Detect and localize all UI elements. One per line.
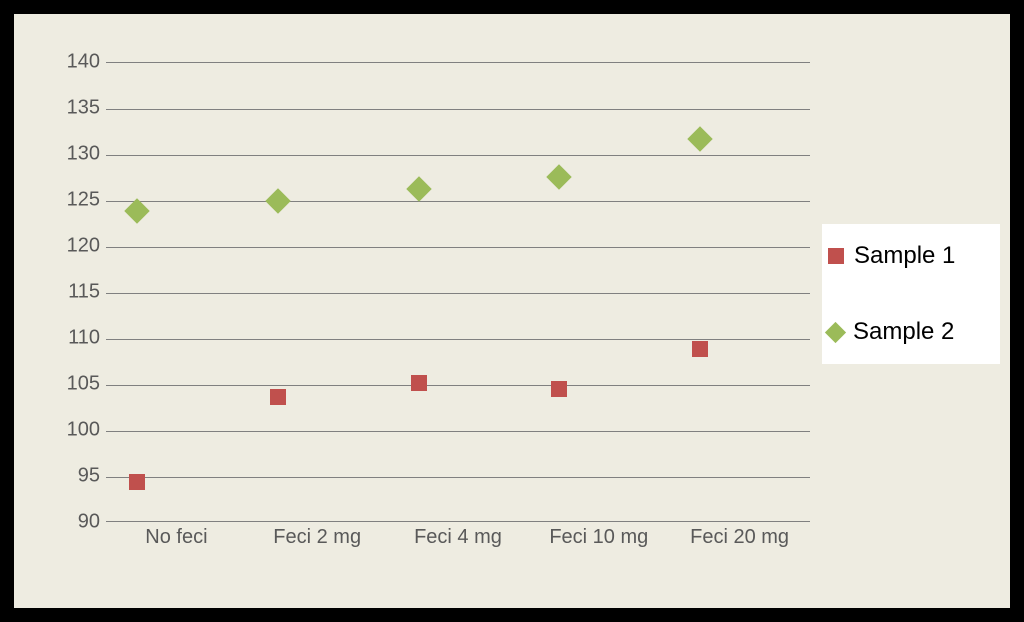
y-tick-label: 95 [40, 465, 100, 488]
x-tick-label: Feci 20 mg [690, 526, 789, 549]
square-marker [692, 341, 708, 357]
y-tick-label: 120 [40, 235, 100, 258]
y-tick-label: 90 [40, 511, 100, 534]
y-tick-label: 110 [40, 327, 100, 350]
x-tick-label: Feci 4 mg [414, 526, 502, 549]
x-tick-label: No feci [145, 526, 207, 549]
grid-line [106, 247, 810, 248]
square-marker [129, 474, 145, 490]
grid-line [106, 201, 810, 202]
x-tick-label: Feci 10 mg [549, 526, 648, 549]
y-tick-label: 105 [40, 373, 100, 396]
diamond-marker [124, 198, 149, 223]
plot-area [106, 62, 810, 522]
legend-item: Sample 1 [828, 242, 1000, 270]
square-marker [270, 389, 286, 405]
y-tick-label: 135 [40, 97, 100, 120]
diamond-marker [687, 127, 712, 152]
diamond-marker [547, 164, 572, 189]
grid-line [106, 155, 810, 156]
legend: Sample 1 Sample 2 [822, 224, 1000, 364]
y-tick-label: 115 [40, 281, 100, 304]
y-tick-label: 100 [40, 419, 100, 442]
square-marker [551, 381, 567, 397]
legend-label: Sample 1 [854, 242, 955, 270]
x-tick-label: Feci 2 mg [273, 526, 361, 549]
legend-label: Sample 2 [853, 318, 954, 346]
grid-line [106, 431, 810, 432]
square-marker [411, 375, 427, 391]
y-tick-label: 130 [40, 143, 100, 166]
outer-frame: 90 95 100 105 110 115 120 125 130 135 140 No feci F… [0, 0, 1024, 622]
y-tick-label: 125 [40, 189, 100, 212]
y-axis-labels: 9095100105110115120125130135140 [14, 62, 106, 522]
grid-line [106, 477, 810, 478]
square-icon [828, 248, 844, 264]
legend-item: Sample 2 [828, 318, 1000, 346]
diamond-marker [406, 176, 431, 201]
diamond-icon [825, 321, 846, 342]
grid-line [106, 293, 810, 294]
x-axis-labels: No feci Feci 2 mg Feci 4 mg Feci 10 mg Feci … [106, 522, 810, 562]
chart-frame: 90 95 100 105 110 115 120 125 130 135 140 No feci F… [12, 12, 1012, 610]
y-tick-label: 140 [40, 51, 100, 74]
grid-line [106, 109, 810, 110]
grid-line [106, 339, 810, 340]
diamond-marker [265, 188, 290, 213]
grid-line [106, 385, 810, 386]
